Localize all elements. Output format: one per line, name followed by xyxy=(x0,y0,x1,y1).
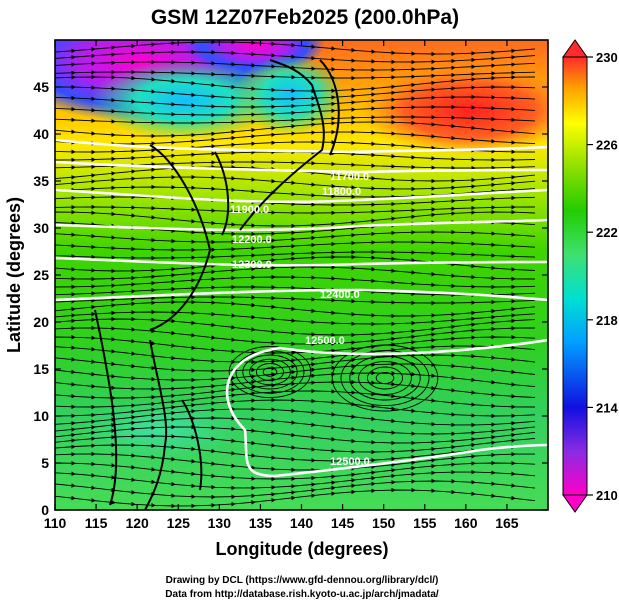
colorbar-tick-label: 226 xyxy=(596,138,618,153)
streamline xyxy=(55,239,536,253)
x-tick-label: 150 xyxy=(372,515,396,531)
streamline xyxy=(55,59,536,73)
x-axis-ticks: 110 115 120 125 130 135 140 145 150 155 160 165 xyxy=(44,40,519,531)
contour-label: 12200.0 xyxy=(232,234,272,246)
y-tick-label: 5 xyxy=(41,455,49,471)
y-axis-label: Latitude (degrees) xyxy=(4,197,24,353)
colorbar-tick-label: 218 xyxy=(596,313,618,328)
x-tick-label: 145 xyxy=(331,515,355,531)
x-axis-label: Longitude (degrees) xyxy=(215,539,388,559)
contour-labels: 11700.0 11800.0 11900.0 12200.0 12300.0 … xyxy=(230,171,370,468)
colorbar-tick-label: 222 xyxy=(596,225,618,240)
x-tick-label: 115 xyxy=(85,515,108,531)
circulation-swirl xyxy=(262,367,278,377)
x-tick-label: 110 xyxy=(44,515,67,531)
circulation-swirl xyxy=(340,350,430,406)
circulation-swirl xyxy=(255,363,285,381)
circulation-swirl xyxy=(228,346,312,398)
contour-label: 12400.0 xyxy=(320,289,360,301)
y-tick-label: 15 xyxy=(33,361,49,377)
circulation-swirl xyxy=(349,355,421,401)
y-tick-label: 25 xyxy=(33,267,49,283)
y-tick-label: 10 xyxy=(33,408,49,424)
colorbar-tick-label: 214 xyxy=(596,400,618,415)
contour-label: 12300.0 xyxy=(232,259,272,271)
y-axis-ticks: 0 5 10 15 20 25 30 35 40 45 xyxy=(33,79,548,518)
circulation-swirl xyxy=(331,344,439,412)
x-tick-label: 165 xyxy=(495,515,519,531)
circulation-swirl xyxy=(375,372,395,384)
x-tick-label: 120 xyxy=(125,515,149,531)
contour-label: 11700.0 xyxy=(330,171,369,183)
y-tick-label: 30 xyxy=(33,220,49,236)
colorbar-tick-label: 230 xyxy=(596,50,618,65)
circulation-swirl xyxy=(242,354,298,390)
circulation-swirl xyxy=(366,366,404,390)
colorbar-top-triangle xyxy=(562,39,588,58)
streamline xyxy=(55,487,536,509)
streamline xyxy=(55,194,536,208)
circulation-swirl xyxy=(249,358,291,386)
x-tick-label: 125 xyxy=(167,515,191,531)
colorbar-gradient xyxy=(562,56,588,496)
chart-title: GSM 12Z07Feb2025 (200.0hPa) xyxy=(151,6,459,29)
contour-label: 11800.0 xyxy=(322,186,361,198)
y-tick-label: 40 xyxy=(33,126,49,142)
y-tick-label: 0 xyxy=(41,502,49,518)
coastlines xyxy=(94,59,340,510)
plot-area xyxy=(55,40,548,510)
x-tick-label: 160 xyxy=(454,515,478,531)
height-contours xyxy=(55,138,548,478)
contour-label: 12500.0 xyxy=(305,335,345,347)
x-tick-label: 155 xyxy=(413,515,437,531)
streamline xyxy=(55,104,536,118)
x-tick-label: 140 xyxy=(290,515,314,531)
x-tick-label: 135 xyxy=(249,515,273,531)
credit-line-1: Drawing by DCL (https://www.gfd-dennou.o… xyxy=(166,575,439,586)
colorbar-tick-label: 210 xyxy=(596,488,618,503)
contour-label: 12500.0 xyxy=(330,456,370,468)
contour-label: 11900.0 xyxy=(230,204,269,216)
colorbar-ticks: 210 214 218 222 226 230 xyxy=(587,50,618,503)
colorbar-bottom-triangle xyxy=(562,494,588,513)
y-tick-label: 20 xyxy=(33,314,49,330)
y-tick-label: 45 xyxy=(33,79,49,95)
warm-core-northeast xyxy=(360,65,548,155)
circulation-swirl xyxy=(358,361,412,395)
colorbar: 210 214 218 222 226 230 xyxy=(562,39,618,513)
y-tick-label: 35 xyxy=(33,173,49,189)
credit-line-2: Data from http://database.rish.kyoto-u.a… xyxy=(165,589,439,600)
streamline xyxy=(55,229,536,245)
x-tick-label: 130 xyxy=(208,515,232,531)
